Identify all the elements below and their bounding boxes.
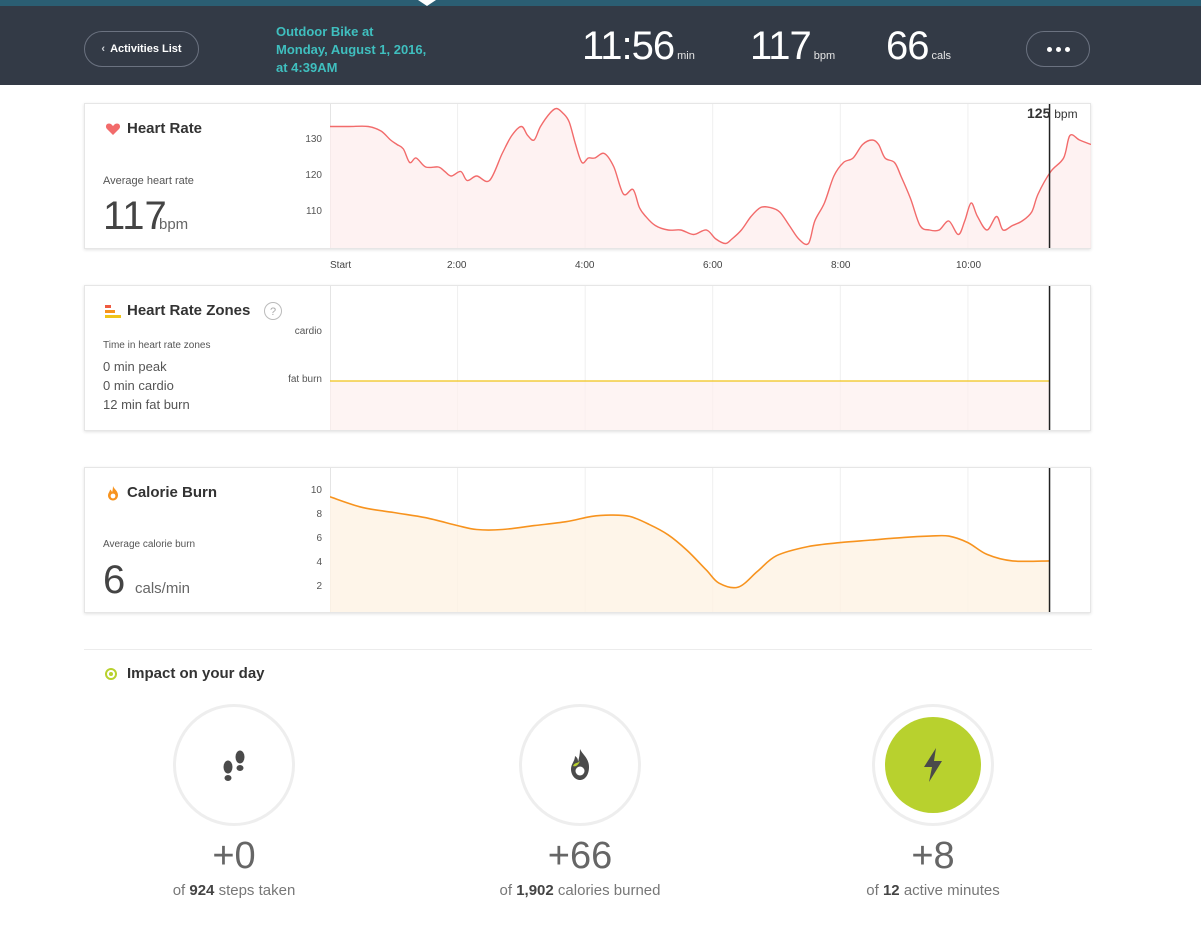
calories-value: 66 (886, 24, 929, 68)
activity-title-line1: Outdoor Bike at (276, 24, 374, 39)
hr-y-tick: 130 (305, 134, 322, 145)
hr-x-tick: 6:00 (703, 260, 723, 271)
active-minutes-impact-value: +8 (911, 835, 955, 877)
heart-rate-chart[interactable] (330, 104, 1091, 248)
heart-icon (105, 123, 121, 135)
more-dot-icon (1055, 46, 1061, 52)
hr-y-tick: 120 (305, 170, 322, 181)
heart-rate-area (330, 108, 1091, 248)
flame-icon (571, 749, 589, 780)
zones-help-button[interactable]: ? (264, 302, 282, 320)
calories-ring (519, 704, 641, 826)
zones-y-tick: fat burn (288, 374, 322, 385)
hr-x-tick: 10:00 (956, 260, 982, 271)
steps-suffix: steps taken (218, 882, 296, 899)
back-label: Activities List (110, 43, 182, 55)
hr-x-tick: 2:00 (447, 260, 467, 271)
calories-ring-inner (532, 717, 628, 813)
zones-bars-icon (105, 305, 121, 318)
activity-title-line3: at 4:39AM (276, 60, 338, 75)
active-minutes-total: 12 (882, 882, 900, 899)
lightning-bolt-icon (924, 748, 942, 782)
hr-x-tick: 4:00 (575, 260, 595, 271)
zones-title: Heart Rate Zones (127, 302, 251, 319)
active-minutes-ring-inner (885, 717, 981, 813)
steps-impact-value: +0 (212, 835, 256, 877)
more-dot-icon (1064, 46, 1070, 52)
calorie-burn-chart[interactable] (330, 468, 1091, 612)
hr-y-tick: 110 (306, 206, 322, 217)
avg-calorie-unit: cals/min (135, 580, 191, 597)
target-icon (105, 668, 117, 680)
heart-rate-title: Heart Rate (127, 120, 203, 137)
more-dot-icon (1046, 46, 1052, 52)
activity-header: ‹ Activities List Outdoor Bike at Monday… (0, 6, 1201, 85)
steps-prefix: of (172, 882, 186, 899)
hr-cursor-value: 125 (1027, 105, 1051, 121)
calorie-title: Calorie Burn (127, 484, 218, 501)
heart-rate-card: Heart Rate Average heart rate 117 bpm 13… (84, 103, 1091, 249)
active-minutes-suffix: active minutes (903, 882, 1000, 899)
hr-cursor-unit: bpm (1054, 107, 1078, 121)
duration-stat: 11:56 min (582, 24, 695, 69)
tab-notch (418, 0, 436, 6)
steps-total: 924 (189, 882, 215, 899)
calories-suffix: calories burned (557, 882, 661, 899)
heart-rate-unit: bpm (813, 50, 836, 62)
heart-rate-zones-chart[interactable] (330, 286, 1091, 430)
calorie-line (330, 496, 1050, 589)
flame-icon (108, 486, 118, 501)
calorie-burn-card: Calorie Burn Average calorie burn 6 cals… (84, 467, 1091, 613)
heart-rate-stat: 117 bpm (750, 24, 835, 69)
steps-ring-inner (186, 717, 282, 813)
duration-unit: min (677, 50, 695, 62)
active-minutes-impact-desc: of 12 active minutes (783, 882, 1083, 899)
cal-y-tick: 10 (310, 485, 322, 496)
avg-heart-rate-label: Average heart rate (103, 175, 194, 187)
cal-y-tick: 8 (316, 509, 322, 520)
zones-subtitle: Time in heart rate zones (103, 340, 211, 351)
more-options-button[interactable] (1026, 31, 1090, 67)
zone-fatburn-line: 12 min fat burn (103, 397, 190, 412)
footprints-icon (223, 750, 245, 781)
activities-list-button[interactable]: ‹ Activities List (84, 31, 199, 67)
steps-impact-desc: of 924 steps taken (84, 882, 384, 899)
activity-title: Outdoor Bike at Monday, August 1, 2016, … (276, 23, 476, 77)
zones-y-tick: cardio (294, 326, 322, 337)
avg-heart-rate-value: 117 (103, 194, 167, 238)
cal-y-tick: 6 (316, 533, 322, 544)
activity-title-line2: Monday, August 1, 2016, (276, 42, 427, 57)
top-accent-strip (0, 0, 1201, 6)
active-minutes-ring (872, 704, 994, 826)
calorie-area (330, 496, 1050, 612)
cal-y-tick: 4 (316, 557, 322, 568)
avg-calorie-value: 6 (103, 558, 126, 602)
avg-calorie-label: Average calorie burn (103, 539, 196, 550)
heart-rate-line (330, 107, 1091, 246)
hr-x-tick: Start (330, 260, 352, 271)
calories-prefix: of (499, 882, 513, 899)
calories-stat: 66 cals (886, 24, 951, 69)
hr-x-tick: 8:00 (831, 260, 851, 271)
impact-title: Impact on your day (127, 665, 265, 682)
calories-impact-desc: of 1,902 calories burned (430, 882, 730, 899)
steps-ring (173, 704, 295, 826)
heart-rate-zones-card: Heart Rate Zones ? Time in heart rate zo… (84, 285, 1091, 431)
heart-rate-value: 117 (750, 24, 812, 68)
duration-value: 11:56 (582, 24, 675, 68)
calories-total: 1,902 (516, 882, 554, 899)
hr-cursor-readout: 125 bpm (1027, 105, 1078, 121)
zone-cardio-line: 0 min cardio (103, 378, 174, 393)
section-divider (84, 649, 1092, 650)
zone-peak-line: 0 min peak (103, 359, 167, 374)
cal-y-tick: 2 (316, 581, 322, 592)
fat-burn-zone-area (330, 381, 1050, 430)
calories-unit: cals (931, 50, 952, 62)
calories-impact-value: +66 (547, 835, 613, 877)
active-minutes-prefix: of (866, 882, 879, 899)
chevron-left-icon: ‹ (101, 43, 106, 55)
avg-heart-rate-unit: bpm (159, 216, 189, 233)
